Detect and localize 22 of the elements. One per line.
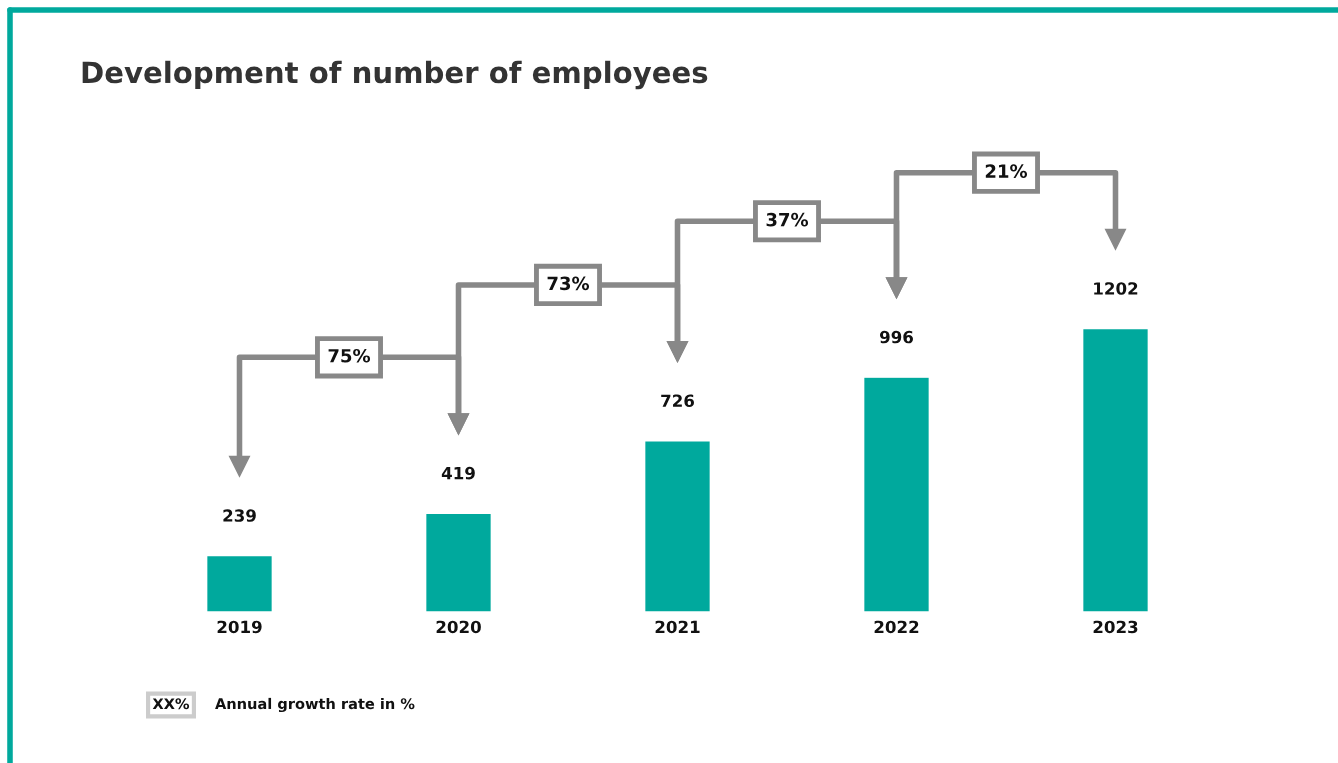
bar	[862, 376, 931, 612]
text: 73%	[547, 276, 590, 291]
x-tick-label: 2019	[217, 620, 262, 634]
x-tick-label: 2022	[874, 620, 919, 634]
data-label: 239	[223, 509, 256, 522]
text: 21%	[985, 164, 1028, 178]
data-label: 419	[441, 466, 475, 480]
bar	[205, 554, 274, 612]
x-tick-label: 2021	[655, 620, 700, 634]
data-label: 726	[661, 394, 694, 408]
text: Annual growth rate in %	[215, 697, 415, 713]
text: 37%	[766, 212, 809, 227]
x-tick-label: 2023	[1093, 620, 1138, 634]
bar	[643, 440, 712, 612]
x-tick-label: 2020	[436, 620, 481, 634]
bar	[424, 512, 493, 612]
annotation: 75%	[328, 348, 371, 363]
bar	[1081, 327, 1150, 612]
text: XX%	[152, 698, 190, 710]
data-label: 1202	[1094, 282, 1138, 295]
data-label: 996	[879, 330, 913, 344]
chart-title: Development of number of employees	[82, 60, 708, 90]
